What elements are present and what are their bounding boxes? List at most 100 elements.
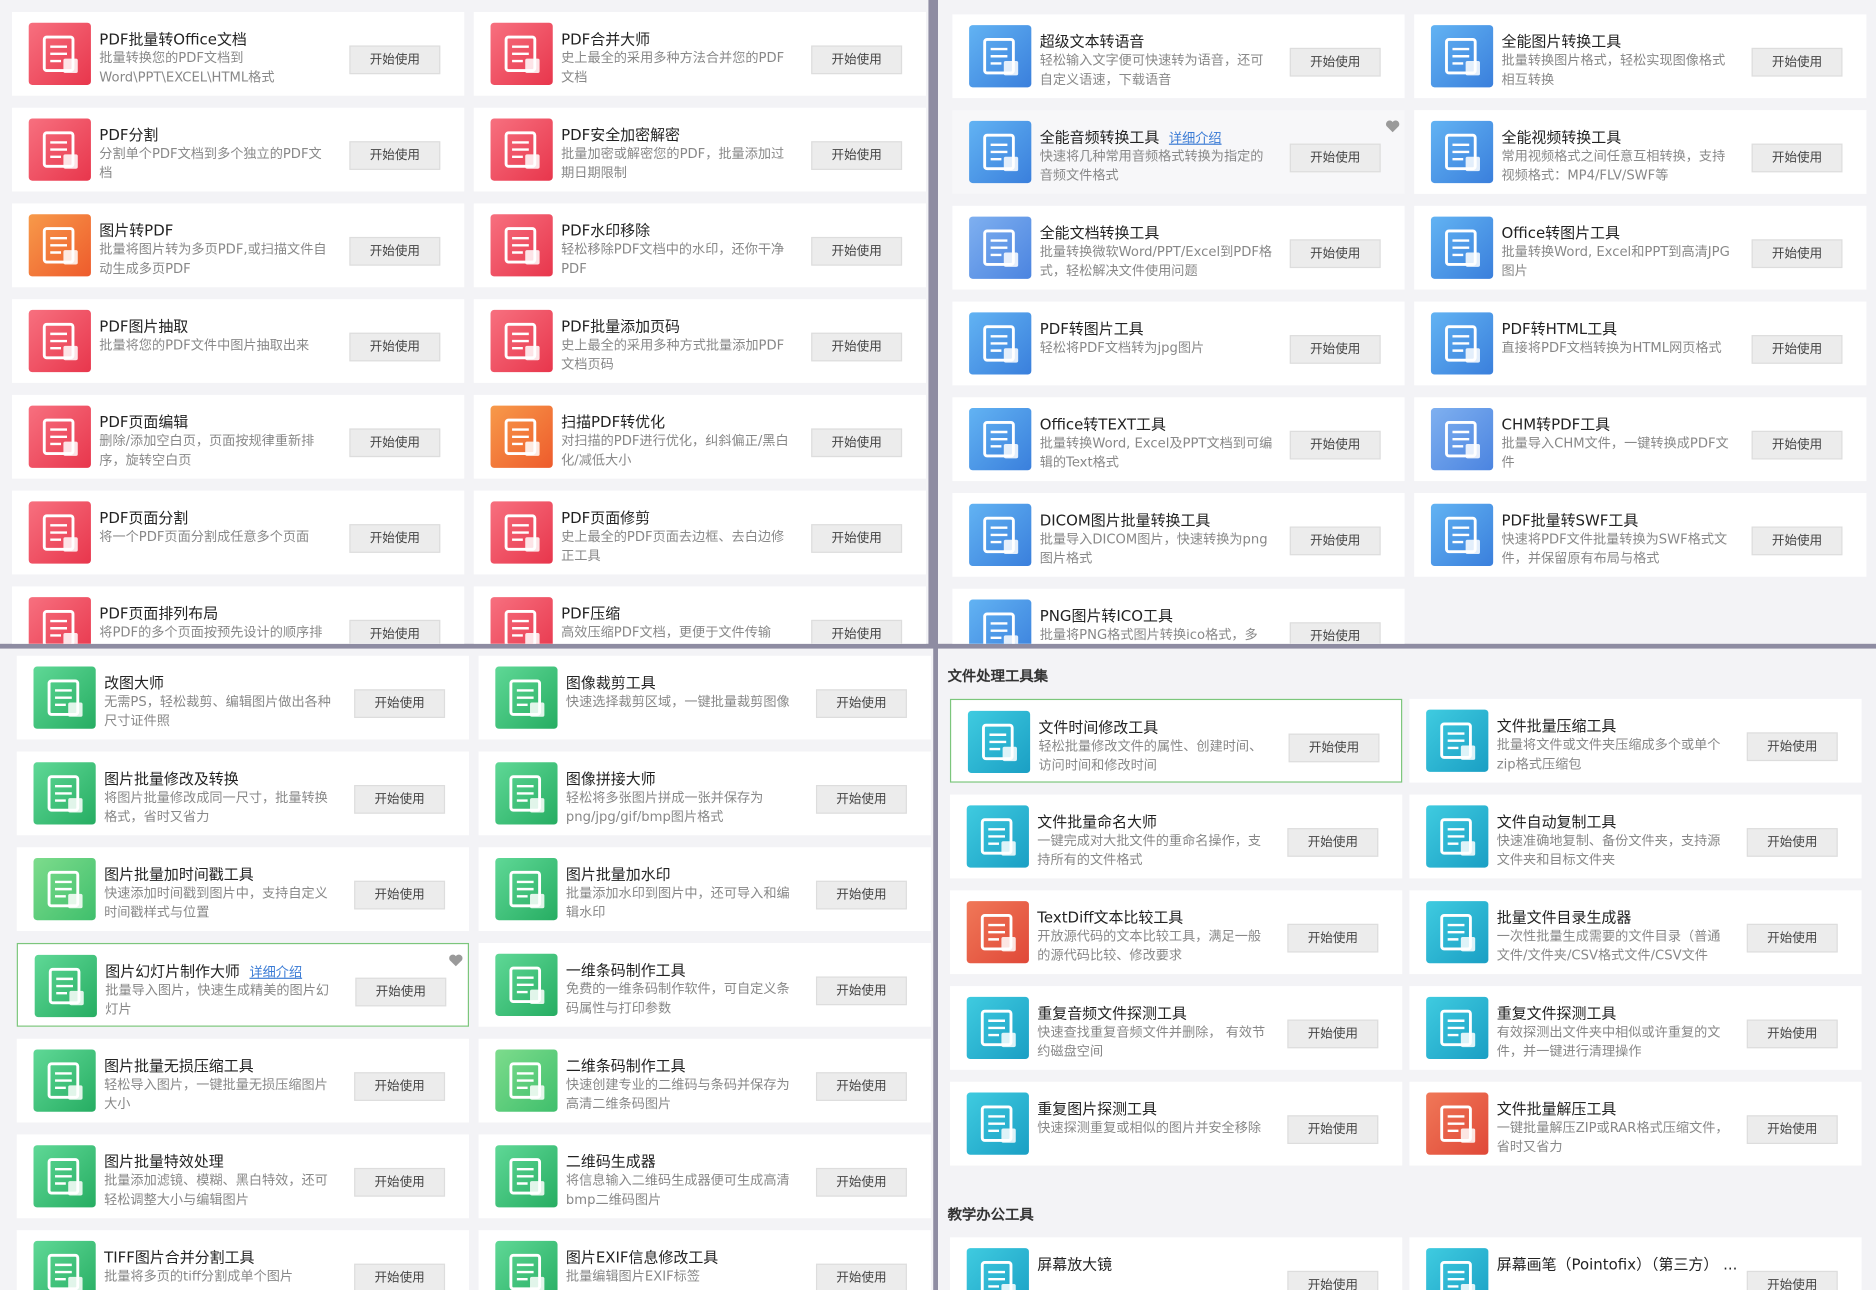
tool-description: 将PDF的多个页面按预先设计的顺序排 — [99, 624, 323, 641]
tool-description: 批量转换图片格式，轻松实现图像格式相互转换 — [1501, 52, 1726, 88]
start-button[interactable]: 开始使用 — [1746, 1115, 1838, 1145]
start-button[interactable]: 开始使用 — [349, 428, 441, 458]
tool-icon — [1426, 709, 1489, 772]
start-button[interactable]: 开始使用 — [349, 619, 441, 644]
start-button[interactable]: 开始使用 — [349, 141, 441, 170]
start-button[interactable]: 开始使用 — [349, 45, 441, 75]
tool-title: 图片批量特效处理 — [104, 1149, 224, 1172]
start-button[interactable]: 开始使用 — [1289, 47, 1381, 77]
start-button[interactable]: 开始使用 — [815, 689, 907, 718]
tool-description: 对扫描的PDF进行优化，纠斜偏正/黑白化/减低大小 — [561, 433, 789, 468]
tool-name: 扫描PDF转优化 — [561, 412, 666, 431]
tool-card: 文件批量解压工具 一键批量解压ZIP或RAR格式压缩文件，省时又省力 开始使用 — [1409, 1081, 1862, 1166]
tool-icon — [1430, 312, 1494, 375]
tool-card: 图像裁剪工具 快速选择裁剪区域，一键批量裁剪图像 开始使用 — [478, 655, 931, 740]
start-button[interactable]: 开始使用 — [354, 880, 446, 910]
start-button[interactable]: 开始使用 — [811, 141, 903, 170]
detail-link[interactable]: 详细介绍 — [249, 964, 303, 981]
start-button[interactable]: 开始使用 — [815, 1167, 907, 1197]
tool-name: 改图大师 — [104, 673, 164, 692]
start-button[interactable]: 开始使用 — [354, 785, 446, 814]
tool-name: 全能文档转换工具 — [1039, 223, 1160, 242]
tool-name: 文件时间修改工具 — [1038, 717, 1159, 736]
start-button[interactable]: 开始使用 — [1287, 923, 1379, 953]
start-button[interactable]: 开始使用 — [811, 236, 903, 266]
start-button[interactable]: 开始使用 — [1287, 1115, 1379, 1145]
tool-name: 文件批量压缩工具 — [1496, 716, 1617, 735]
start-button[interactable]: 开始使用 — [354, 1072, 446, 1101]
start-button[interactable]: 开始使用 — [1751, 143, 1843, 173]
start-button[interactable]: 开始使用 — [349, 236, 441, 266]
tool-name: PDF转图片工具 — [1039, 319, 1144, 338]
tool-title: PDF安全加密解密 — [561, 122, 680, 145]
start-button[interactable]: 开始使用 — [1751, 526, 1843, 556]
start-button[interactable]: 开始使用 — [1746, 828, 1838, 857]
tool-title: PDF水印移除 — [561, 218, 650, 241]
start-button[interactable]: 开始使用 — [1751, 239, 1843, 269]
start-button[interactable]: 开始使用 — [354, 689, 446, 718]
favorite-icon[interactable] — [449, 949, 463, 967]
tool-icon — [28, 309, 91, 373]
tool-title: CHM转PDF工具 — [1502, 412, 1611, 435]
start-button[interactable]: 开始使用 — [349, 332, 441, 362]
tool-description: 轻松批量修改文件的属性、创建时间、访问时间和修改时间 — [1038, 738, 1263, 774]
start-button[interactable]: 开始使用 — [811, 332, 903, 362]
start-button[interactable]: 开始使用 — [1751, 430, 1843, 460]
start-button[interactable]: 开始使用 — [354, 1167, 446, 1197]
tool-title: 文件批量压缩工具 — [1497, 713, 1617, 736]
tool-title: 图像裁剪工具 — [566, 670, 656, 693]
start-button[interactable]: 开始使用 — [811, 524, 903, 553]
start-button[interactable]: 开始使用 — [815, 976, 907, 1006]
tool-card: 图片EXIF信息修改工具 批量编辑图片EXIF标签 开始使用 — [478, 1230, 931, 1290]
tool-description: 快速添加时间戳到图片中，支持自定义时间戳样式与位置 — [104, 885, 328, 921]
tool-name: PDF批量添加页码 — [561, 317, 681, 336]
start-button[interactable]: 开始使用 — [1746, 1270, 1838, 1290]
tool-title: 图片批量无损压缩工具 — [104, 1053, 254, 1076]
start-button[interactable]: 开始使用 — [811, 619, 903, 644]
tool-name: PDF合并大师 — [561, 29, 651, 48]
start-button[interactable]: 开始使用 — [1751, 335, 1843, 364]
start-button[interactable]: 开始使用 — [1746, 732, 1838, 762]
start-button[interactable]: 开始使用 — [1751, 47, 1843, 77]
tool-title: 屏幕放大镜 — [1037, 1252, 1112, 1275]
tool-name: 超级文本转语音 — [1039, 32, 1145, 51]
tool-title: PDF转图片工具 — [1040, 316, 1144, 339]
start-button[interactable]: 开始使用 — [355, 977, 447, 1007]
start-button[interactable]: 开始使用 — [815, 1263, 907, 1290]
start-button[interactable]: 开始使用 — [1289, 239, 1381, 269]
tool-name: PDF页面分割 — [99, 508, 189, 527]
start-button[interactable]: 开始使用 — [811, 428, 903, 458]
tool-card: 图片批量加水印 批量添加水印到图片中，还可导入和编辑水印 开始使用 — [478, 847, 931, 932]
start-button[interactable]: 开始使用 — [815, 785, 907, 814]
tool-icon — [969, 120, 1032, 184]
start-button[interactable]: 开始使用 — [354, 1263, 446, 1290]
start-button[interactable]: 开始使用 — [1287, 1019, 1379, 1049]
start-button[interactable]: 开始使用 — [1287, 1270, 1379, 1290]
start-button[interactable]: 开始使用 — [1289, 430, 1381, 460]
tool-icon — [969, 216, 1032, 279]
start-button[interactable]: 开始使用 — [811, 45, 903, 75]
tool-card: 全能视频转换工具 常用视频格式之间任意互相转换，支持视频格式：MP4/FLV/SW… — [1414, 110, 1867, 194]
start-button[interactable]: 开始使用 — [815, 880, 907, 910]
detail-link[interactable]: 详细介绍 — [1168, 130, 1222, 146]
start-button[interactable]: 开始使用 — [1289, 622, 1381, 644]
tool-icon — [495, 1145, 558, 1208]
start-button[interactable]: 开始使用 — [1746, 1019, 1838, 1049]
tool-name: 二维码生成器 — [565, 1152, 656, 1171]
tool-icon — [966, 1092, 1029, 1155]
start-button[interactable]: 开始使用 — [1289, 143, 1381, 173]
start-button[interactable]: 开始使用 — [1288, 733, 1380, 763]
favorite-icon[interactable] — [1385, 115, 1400, 133]
start-button[interactable]: 开始使用 — [1289, 335, 1381, 364]
tool-icon — [1426, 996, 1489, 1060]
start-button[interactable]: 开始使用 — [815, 1072, 907, 1101]
start-button[interactable]: 开始使用 — [1746, 923, 1838, 953]
start-button[interactable]: 开始使用 — [1287, 828, 1379, 857]
start-button[interactable]: 开始使用 — [349, 524, 441, 553]
tool-description: 史上最全的采用多种方法合并您的PDF文档 — [561, 50, 785, 85]
tool-card: 一维条码制作工具 免费的一维条码制作软件，可自定义条码属性与打印参数 开始使用 — [478, 942, 931, 1027]
tool-description: 批量编辑图片EXIF标签 — [565, 1268, 700, 1285]
start-button[interactable]: 开始使用 — [1289, 526, 1381, 556]
tool-card: PNG图片转ICO工具 批量将PNG格式图片转换ico格式，多 开始使用 — [952, 588, 1405, 644]
tool-icon — [28, 501, 91, 564]
